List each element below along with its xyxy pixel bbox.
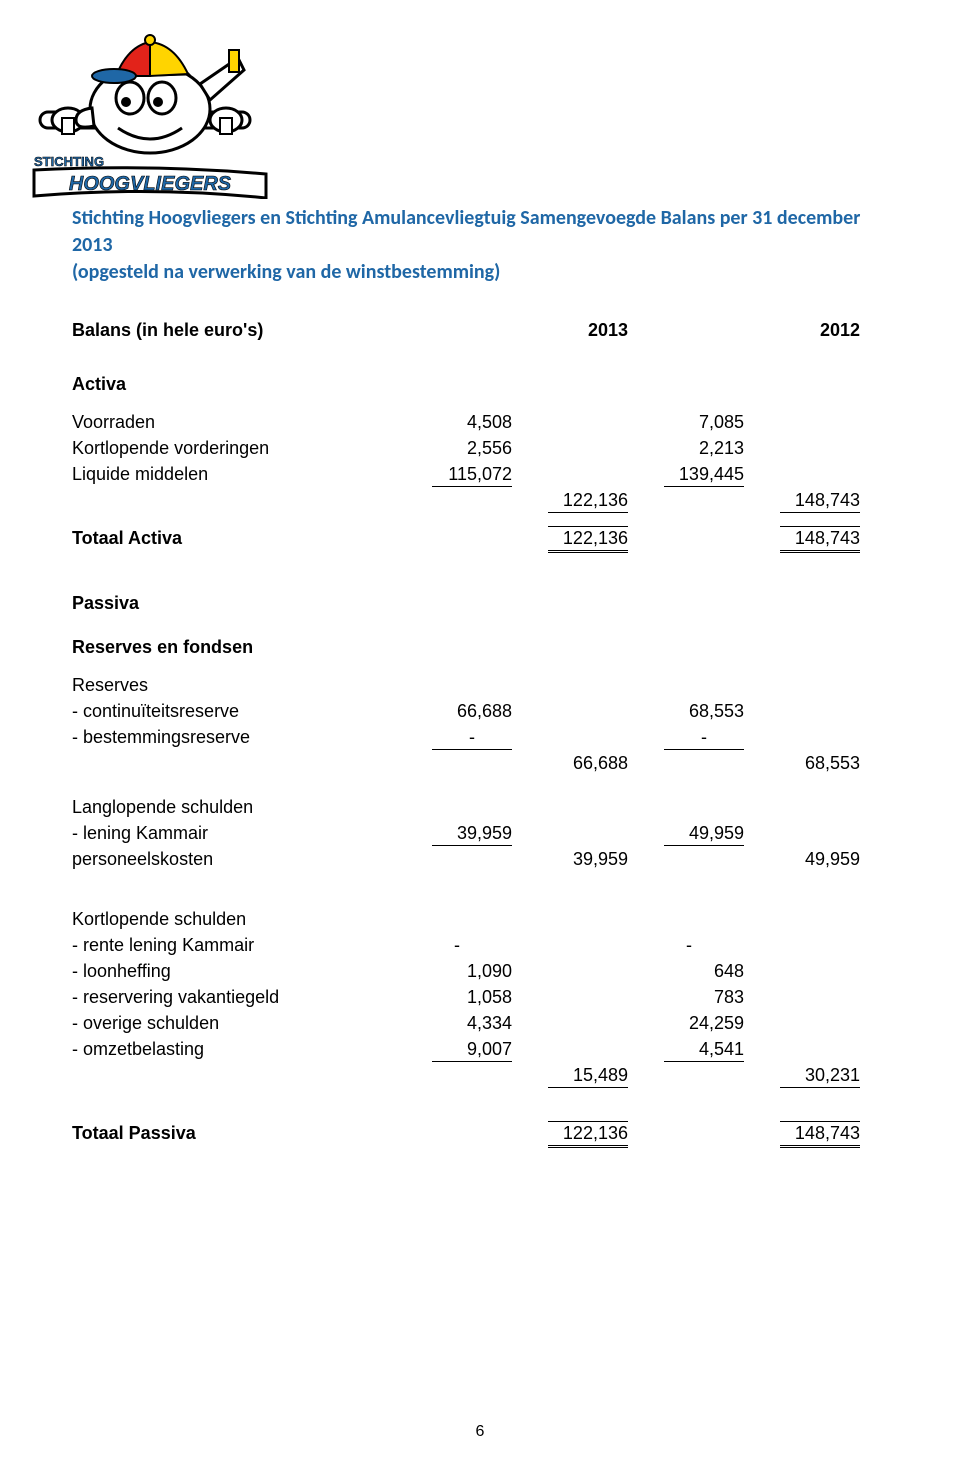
title-line1: Stichting Hoogvliegers en Stichting Amul… xyxy=(72,206,860,257)
svg-text:HOOGVLIEGERS: HOOGVLIEGERS xyxy=(69,173,232,195)
subtotal: 49,959 xyxy=(750,849,866,870)
totaal-activa-2012: 148,743 xyxy=(780,526,860,553)
row-label: - lening Kammair xyxy=(72,823,402,844)
activa-heading: Activa xyxy=(72,374,402,395)
cell: 49,959 xyxy=(664,823,744,846)
cell: 4,541 xyxy=(664,1039,744,1062)
reserves-fondsen-heading: Reserves en fondsen xyxy=(72,637,402,658)
stichting-hoogvliegers-logo: STICHTING HOOGVLIEGERS xyxy=(32,14,272,199)
row-label: - reservering vakantiegeld xyxy=(72,987,402,1008)
cell: 4,334 xyxy=(402,1013,518,1034)
row-label: - continuïteitsreserve xyxy=(72,701,402,722)
reserves-subheading: Reserves xyxy=(72,675,402,696)
year-2013: 2013 xyxy=(518,320,634,341)
subtotal: 122,136 xyxy=(548,490,628,513)
cell: 2,213 xyxy=(634,438,750,459)
row-label: Voorraden xyxy=(72,412,402,433)
row-label: - rente lening Kammair xyxy=(72,935,402,956)
page-number: 6 xyxy=(0,1423,960,1441)
row-label: - omzetbelasting xyxy=(72,1039,402,1060)
balance-header-label: Balans (in hele euro's) xyxy=(72,320,402,341)
cell: - xyxy=(634,935,750,956)
cell: - xyxy=(402,935,518,956)
kortlopende-heading: Kortlopende schulden xyxy=(72,909,402,930)
row-label: Kortlopende vorderingen xyxy=(72,438,402,459)
subtotal: 39,959 xyxy=(518,849,634,870)
cell: 2,556 xyxy=(402,438,518,459)
personeelskosten-label: personeelskosten xyxy=(72,849,402,870)
totaal-activa-2013: 122,136 xyxy=(548,526,628,553)
subtotal: 68,553 xyxy=(750,753,866,774)
cell: 66,688 xyxy=(402,701,518,722)
cell: - xyxy=(432,727,512,750)
row-label: - bestemmingsreserve xyxy=(72,727,402,748)
cell: 39,959 xyxy=(432,823,512,846)
balance-sheet: Balans (in hele euro's) 2013 2012 Activa… xyxy=(72,320,888,1148)
totaal-passiva-2013: 122,136 xyxy=(548,1121,628,1148)
cell: 7,085 xyxy=(634,412,750,433)
totaal-passiva-label: Totaal Passiva xyxy=(72,1123,402,1144)
cell: 4,508 xyxy=(402,412,518,433)
year-2012: 2012 xyxy=(750,320,866,341)
totaal-passiva-2012: 148,743 xyxy=(780,1121,860,1148)
cell: 648 xyxy=(634,961,750,982)
passiva-heading: Passiva xyxy=(72,593,402,614)
cell: 24,259 xyxy=(634,1013,750,1034)
cell: 1,058 xyxy=(402,987,518,1008)
subtotal: 15,489 xyxy=(548,1065,628,1088)
row-label: Liquide middelen xyxy=(72,464,402,485)
totaal-activa-label: Totaal Activa xyxy=(72,528,402,549)
title-line2: (opgesteld na verwerking van de winstbes… xyxy=(72,259,888,286)
langlopende-heading: Langlopende schulden xyxy=(72,797,402,818)
document-title: Stichting Hoogvliegers en Stichting Amul… xyxy=(72,205,888,286)
cell: 783 xyxy=(634,987,750,1008)
cell: 9,007 xyxy=(432,1039,512,1062)
cell: - xyxy=(664,727,744,750)
cell: 115,072 xyxy=(432,464,512,487)
subtotal: 66,688 xyxy=(518,753,634,774)
cell: 139,445 xyxy=(664,464,744,487)
cell: 1,090 xyxy=(402,961,518,982)
row-label: - overige schulden xyxy=(72,1013,402,1034)
subtotal: 30,231 xyxy=(780,1065,860,1088)
cell: 68,553 xyxy=(634,701,750,722)
subtotal: 148,743 xyxy=(780,490,860,513)
row-label: - loonheffing xyxy=(72,961,402,982)
